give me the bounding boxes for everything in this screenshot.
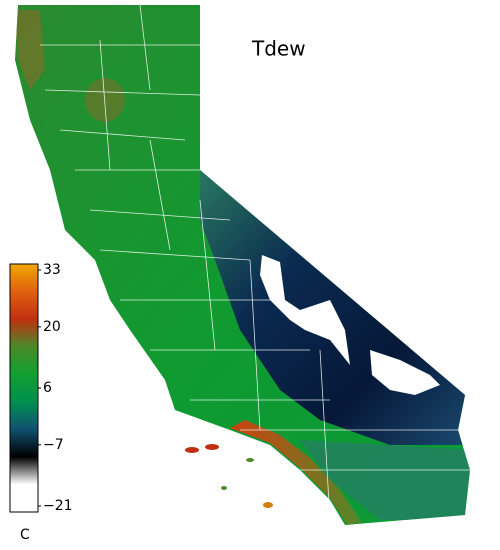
warm-coast bbox=[230, 420, 362, 525]
colorbar-tick-label: 20 bbox=[43, 319, 61, 335]
snow-patch bbox=[260, 255, 350, 365]
colorbar-tick-label: −7 bbox=[43, 437, 64, 453]
county-lines bbox=[40, 4, 470, 521]
colorbar-tick-label: 6 bbox=[43, 380, 52, 396]
colorbar-unit: C bbox=[20, 527, 30, 543]
colorbar-tick-label: −21 bbox=[43, 498, 73, 514]
colorbar-tick-label: 33 bbox=[43, 262, 61, 278]
colorbar: 33 20 6 −7 −21 bbox=[9, 262, 73, 514]
map-title: Tdew bbox=[251, 37, 306, 61]
desert-low-region bbox=[300, 440, 470, 520]
islands bbox=[185, 444, 273, 508]
snow-patch bbox=[370, 350, 440, 395]
colorbar-gradient bbox=[9, 263, 39, 513]
north-coast-warm bbox=[15, 10, 45, 90]
california-map bbox=[15, 4, 470, 525]
